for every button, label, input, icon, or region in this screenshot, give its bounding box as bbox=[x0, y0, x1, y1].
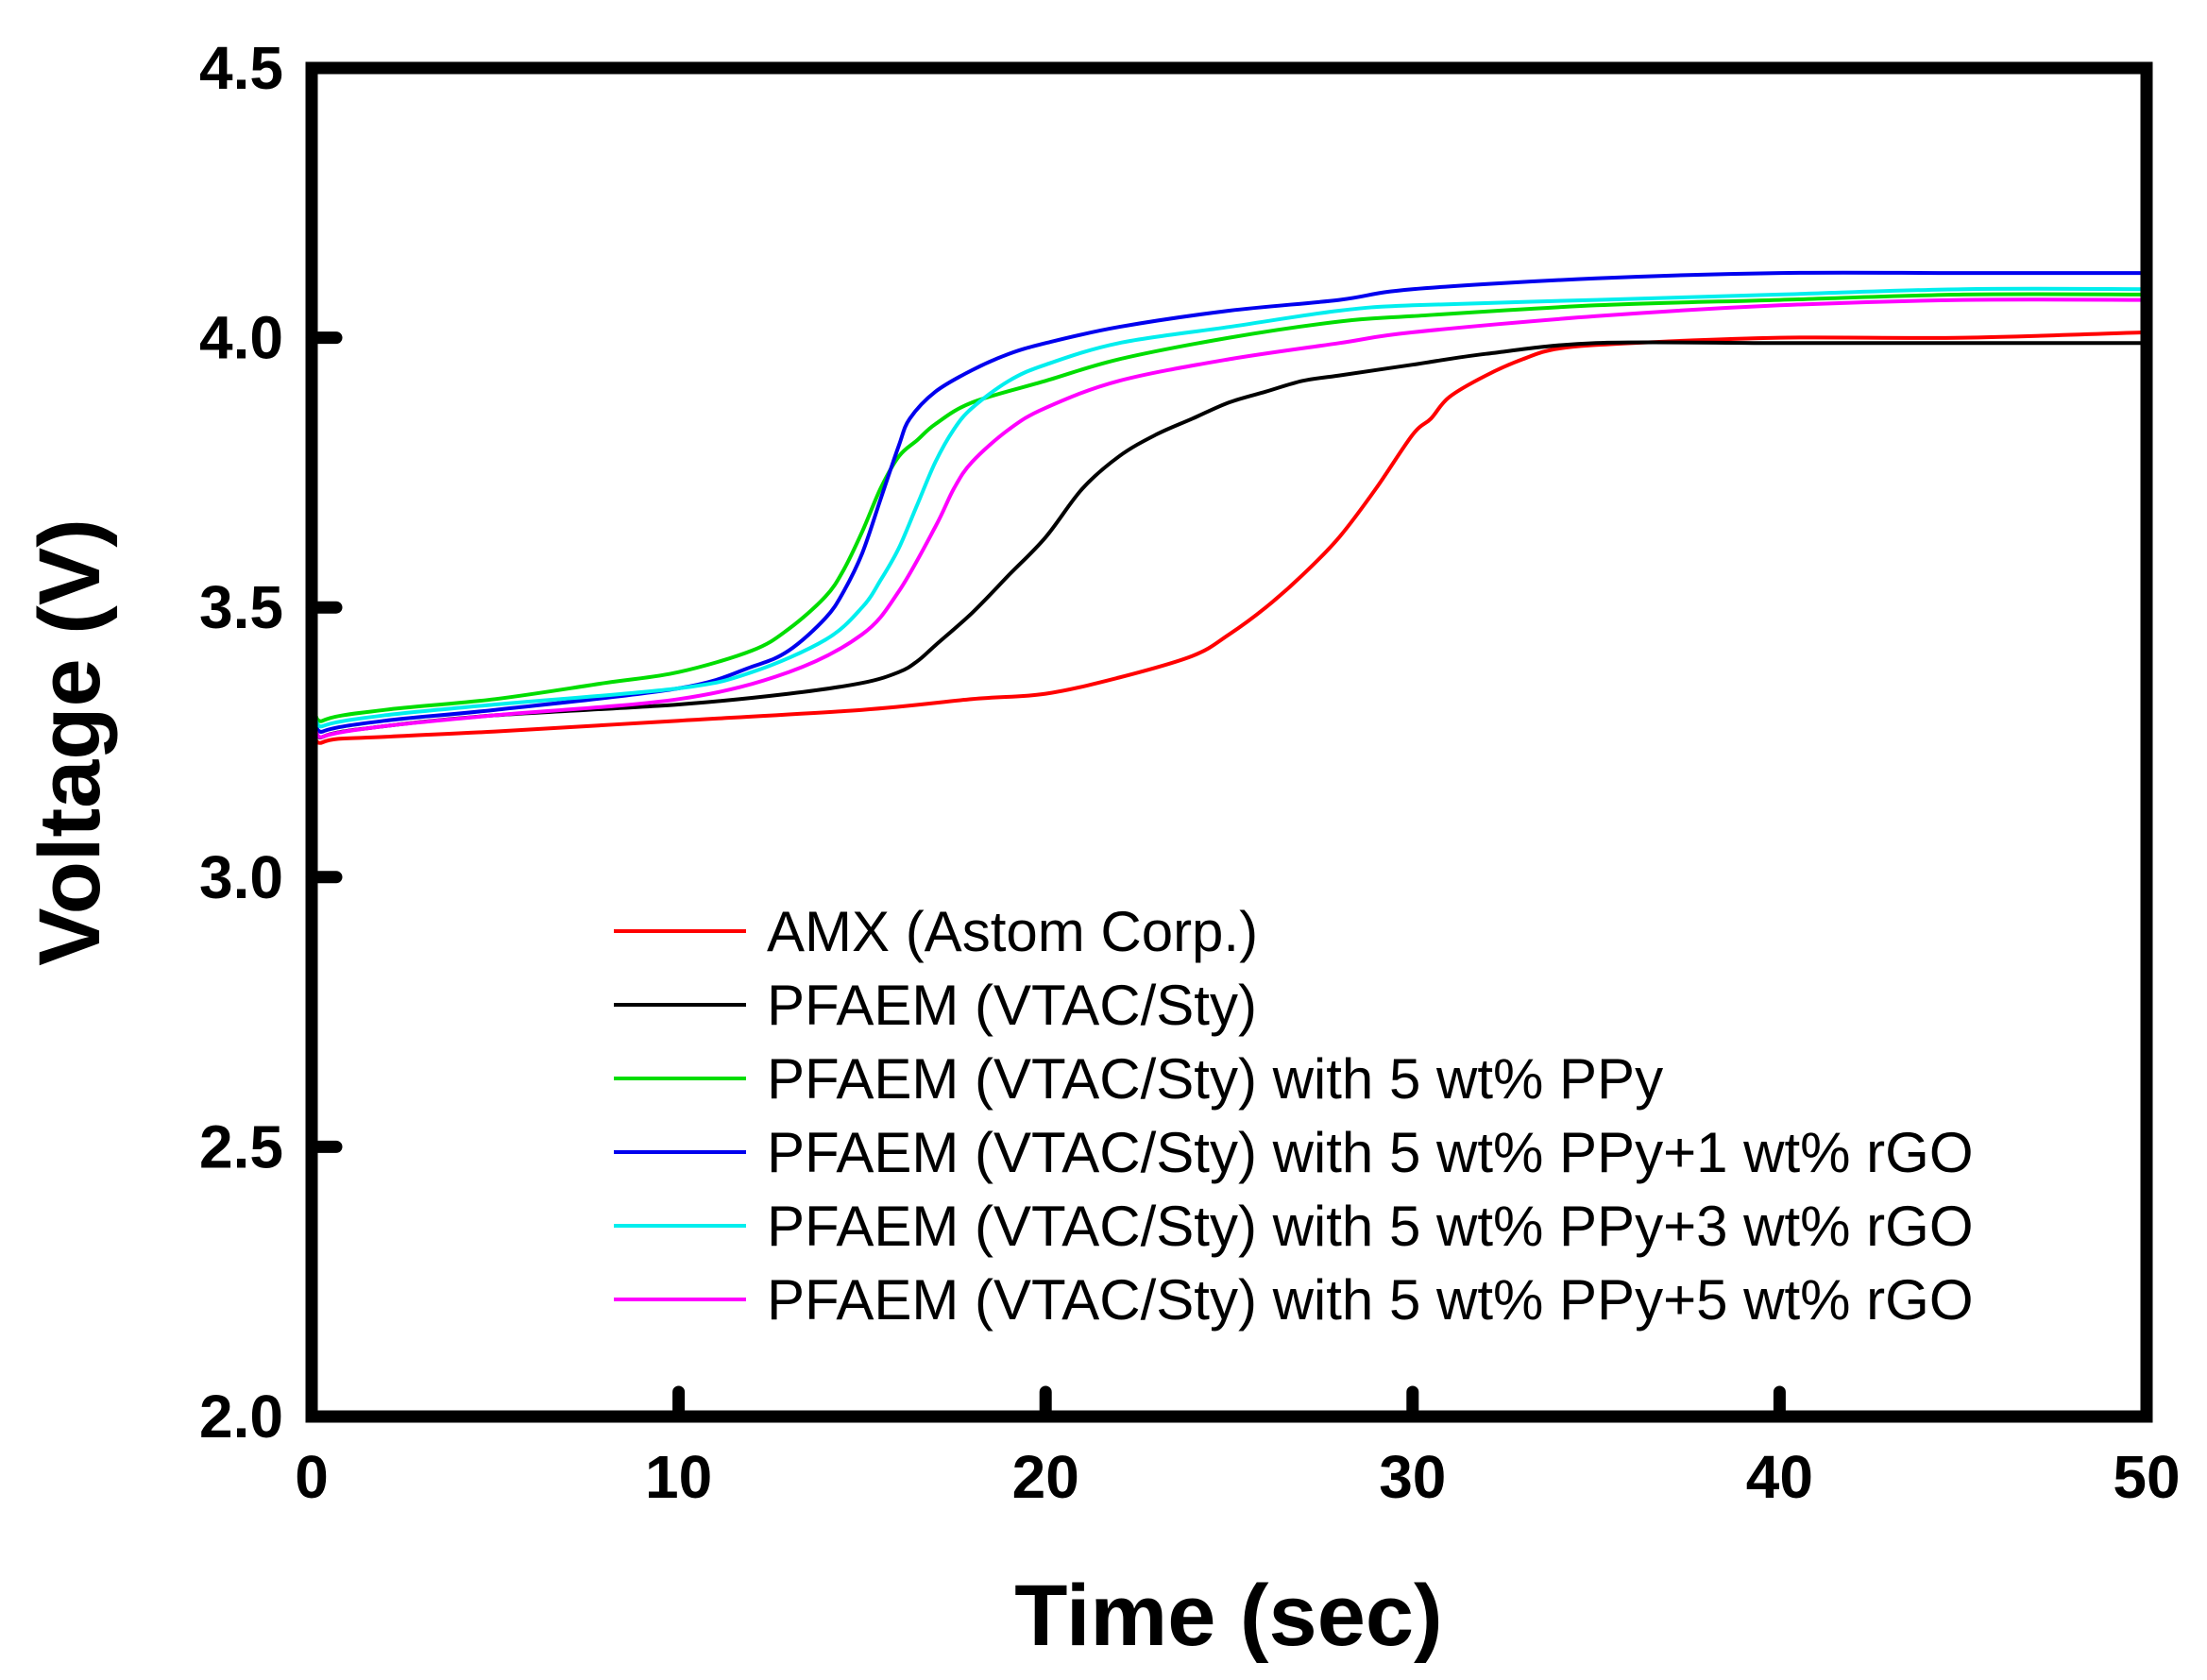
legend-label-1: AMX (Astom Corp.) bbox=[767, 900, 1258, 963]
tick-labels-layer: 0 10 20 30 40 50 2.0 2.5 3.0 3.5 4.0 4.5 bbox=[199, 34, 2181, 1511]
legend-label-6: PFAEM (VTAC/Sty) with 5 wt% PPy+5 wt% rG… bbox=[767, 1268, 1974, 1332]
series-layer bbox=[310, 270, 2148, 1052]
series-line-3 bbox=[310, 292, 2148, 1052]
series-line-4 bbox=[310, 270, 2148, 1052]
y-tick-label: 4.5 bbox=[199, 34, 283, 102]
legend-label-3: PFAEM (VTAC/Sty) with 5 wt% PPy bbox=[767, 1047, 1663, 1111]
series-line-5 bbox=[310, 286, 2148, 1052]
y-tick-label: 2.0 bbox=[199, 1383, 283, 1451]
x-tick-label: 20 bbox=[1012, 1443, 1079, 1511]
x-axis-title: Time (sec) bbox=[1014, 1568, 1442, 1664]
legend: AMX (Astom Corp.) PFAEM (VTAC/Sty) PFAEM (… bbox=[614, 900, 1974, 1332]
x-tick-label: 0 bbox=[295, 1443, 329, 1511]
legend-label-5: PFAEM (VTAC/Sty) with 5 wt% PPy+3 wt% rG… bbox=[767, 1195, 1974, 1258]
y-tick-label: 3.0 bbox=[199, 843, 283, 911]
legend-label-4: PFAEM (VTAC/Sty) with 5 wt% PPy+1 wt% rG… bbox=[767, 1121, 1974, 1184]
plot-frame bbox=[305, 61, 2153, 1423]
x-tick-label: 50 bbox=[2113, 1443, 2180, 1511]
y-tick-label: 4.0 bbox=[199, 304, 283, 372]
series-line-6 bbox=[310, 297, 2148, 1052]
y-tick-label: 2.5 bbox=[199, 1112, 283, 1180]
x-tick-label: 10 bbox=[645, 1443, 712, 1511]
x-tick-label: 40 bbox=[1746, 1443, 1813, 1511]
y-tick-label: 3.5 bbox=[199, 573, 283, 641]
legend-label-2: PFAEM (VTAC/Sty) bbox=[767, 974, 1257, 1037]
y-axis-title: Voltage (V) bbox=[22, 518, 118, 966]
x-tick-label: 30 bbox=[1379, 1443, 1446, 1511]
